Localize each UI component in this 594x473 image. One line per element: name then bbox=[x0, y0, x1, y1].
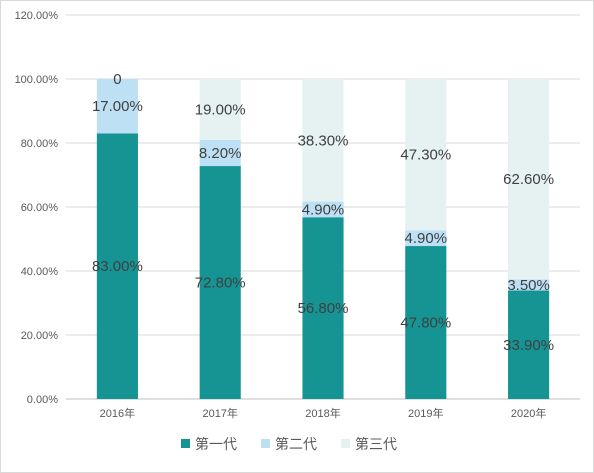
bar-segment bbox=[302, 79, 344, 202]
bar-segment bbox=[508, 279, 550, 291]
bar-segment bbox=[199, 79, 241, 140]
data-label: 72.80% bbox=[195, 275, 246, 292]
data-label: 4.90% bbox=[302, 201, 345, 218]
x-tick-label: 2016年 bbox=[100, 406, 135, 420]
x-tick-label: 2017年 bbox=[202, 406, 237, 420]
data-label: 47.30% bbox=[400, 147, 451, 164]
data-label: 17.00% bbox=[92, 98, 143, 115]
data-label: 56.80% bbox=[298, 300, 349, 317]
bar-segment bbox=[405, 230, 447, 247]
x-tick-label: 2019年 bbox=[408, 406, 443, 420]
bar-segment bbox=[508, 290, 550, 399]
data-label: 83.00% bbox=[92, 258, 143, 275]
y-tick-label: 20.00% bbox=[21, 330, 59, 342]
legend-swatch bbox=[341, 439, 350, 448]
bar-segment bbox=[96, 133, 138, 399]
legend-label: 第一代 bbox=[195, 436, 237, 453]
bar-segment bbox=[199, 139, 241, 167]
bar-segment bbox=[96, 79, 138, 134]
bar-segment bbox=[405, 246, 447, 399]
y-tick-label: 80.00% bbox=[21, 138, 59, 150]
x-tick-label: 2020年 bbox=[511, 406, 546, 420]
x-tick-label: 2018年 bbox=[305, 406, 340, 420]
data-label: 8.20% bbox=[199, 145, 242, 162]
y-tick-label: 40.00% bbox=[21, 266, 59, 278]
legend-swatch bbox=[181, 439, 190, 448]
y-tick-label: 60.00% bbox=[21, 202, 59, 214]
legend-label: 第三代 bbox=[355, 436, 397, 453]
y-tick-label: 0.00% bbox=[27, 394, 58, 406]
data-label: 4.90% bbox=[405, 230, 448, 247]
data-label: 47.80% bbox=[400, 315, 451, 332]
legend-swatch bbox=[261, 439, 270, 448]
data-label: 38.30% bbox=[298, 132, 349, 149]
legend-label: 第二代 bbox=[275, 436, 317, 453]
bar-segment bbox=[302, 217, 344, 399]
data-label: 33.90% bbox=[503, 337, 554, 354]
bar-segment bbox=[405, 79, 447, 231]
data-label: 62.60% bbox=[503, 171, 554, 188]
bar-segment bbox=[302, 201, 344, 218]
data-label: 3.50% bbox=[507, 277, 550, 294]
bar-segment bbox=[199, 166, 241, 399]
data-label: 0 bbox=[113, 71, 121, 88]
data-label: 19.00% bbox=[195, 101, 246, 118]
y-tick-label: 120.00% bbox=[15, 10, 59, 22]
y-tick-label: 100.00% bbox=[15, 74, 59, 86]
bar-segment bbox=[508, 79, 550, 280]
